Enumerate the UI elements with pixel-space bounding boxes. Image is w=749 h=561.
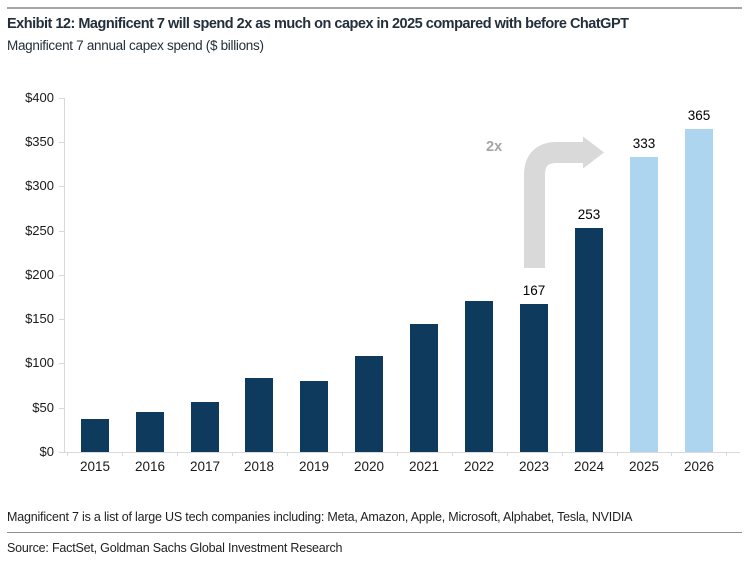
bar-value-label-2025: 333 [632,136,656,151]
x-axis-tick-mark [67,452,68,456]
x-axis-tick-mark [452,452,453,456]
y-axis-tick-mark [59,98,64,99]
bar-2015 [81,419,109,452]
y-axis-tick-label: $350 [25,133,54,149]
footer-divider [7,532,742,533]
x-axis-label-2015: 2015 [79,459,111,474]
bar-2018 [245,378,273,452]
x-axis-tick-mark [726,452,727,456]
x-axis-label-2026: 2026 [683,459,715,474]
x-axis-tick-mark [232,452,233,456]
y-axis-tick-label: $100 [25,355,54,371]
bar-2022 [465,301,493,452]
x-axis-tick-mark [617,452,618,456]
x-axis-label-2020: 2020 [353,459,385,474]
x-axis-label-2021: 2021 [408,459,440,474]
y-axis-tick-mark [59,142,64,143]
y-axis-tick-mark [59,186,64,187]
bar-2021 [410,324,438,452]
bar-value-label-2024: 253 [577,207,601,222]
bar-value-label-2026: 365 [687,108,711,123]
y-axis-tick-label: $400 [25,89,54,105]
x-axis-tick-mark [342,452,343,456]
y-axis-tick-mark [59,231,64,232]
y-axis-tick-mark [59,408,64,409]
x-axis-label-2016: 2016 [134,459,166,474]
y-axis-tick-label: $150 [25,311,54,327]
bar-2019 [300,381,328,452]
x-axis-tick-mark [507,452,508,456]
bar-2023 [520,304,548,452]
bar-2020 [355,356,383,452]
bar-2024 [575,228,603,452]
bar-2017 [191,402,219,452]
top-rule [7,7,742,9]
y-axis-tick-label: $300 [25,178,54,194]
x-axis-tick-mark [122,452,123,456]
footnote: Magnificent 7 is a list of large US tech… [7,510,633,524]
x-axis-line [64,452,740,453]
bar-2026 [685,129,713,452]
x-axis-label-2023: 2023 [518,459,550,474]
x-axis-label-2024: 2024 [573,459,605,474]
x-axis-tick-mark [287,452,288,456]
x-axis-label-2019: 2019 [298,459,330,474]
exhibit-subtitle: Magnificent 7 annual capex spend ($ bill… [7,38,264,53]
x-axis-tick-mark [562,452,563,456]
x-axis-tick-mark [397,452,398,456]
y-axis-tick-label: $0 [39,444,54,459]
exhibit-title: Exhibit 12: Magnificent 7 will spend 2x … [7,16,629,32]
2x-annotation-label: 2x [486,139,503,155]
bar-value-label-2023: 167 [522,283,546,298]
y-axis-tick-mark [59,452,64,453]
bar-2016 [136,412,164,452]
source-line: Source: FactSet, Goldman Sachs Global In… [7,541,343,555]
y-axis-line [64,98,65,452]
y-axis-tick-label: $200 [25,266,54,282]
y-axis-tick-mark [59,319,64,320]
y-axis-tick-mark [59,275,64,276]
x-axis-label-2025: 2025 [628,459,660,474]
y-axis-tick-label: $50 [32,399,54,415]
x-axis-label-2017: 2017 [189,459,221,474]
y-axis-tick-mark [59,363,64,364]
x-axis-tick-mark [671,452,672,456]
x-axis-tick-mark [177,452,178,456]
x-axis-label-2018: 2018 [243,459,275,474]
x-axis-label-2022: 2022 [463,459,495,474]
y-axis-tick-label: $250 [25,222,54,238]
bar-2025 [630,157,658,452]
